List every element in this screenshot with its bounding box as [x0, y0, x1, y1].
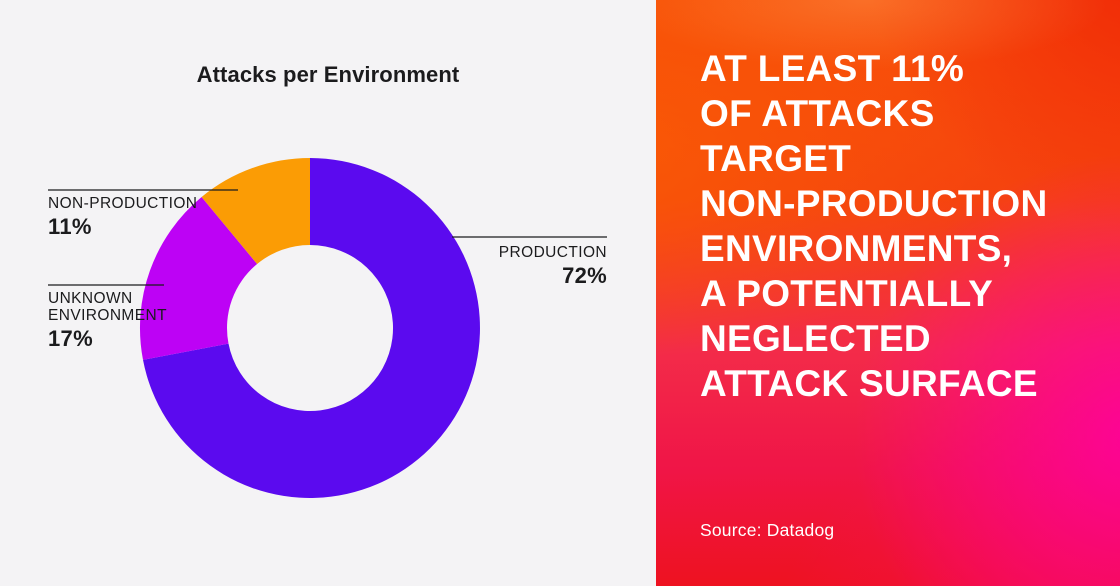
callout-label: PRODUCTION — [498, 244, 607, 261]
chart-title: Attacks per Environment — [196, 62, 460, 87]
donut-segment-non-production — [201, 157, 310, 264]
chart-pane: Attacks per Environment NON-PRODUCTION 1… — [0, 0, 656, 586]
callout-label: NON-PRODUCTION — [48, 195, 198, 212]
donut-chart — [48, 157, 607, 498]
headline-line: NON-PRODUCTION — [700, 183, 1048, 224]
headline-line: OF ATTACKS — [700, 93, 935, 134]
headline-pane: AT LEAST 11% OF ATTACKS TARGET NON-PRODU… — [656, 0, 1120, 586]
headline-line: NEGLECTED — [700, 318, 931, 359]
callout-value: 11% — [48, 214, 92, 239]
callout-label: UNKNOWN — [48, 290, 133, 307]
callout-label: ENVIRONMENT — [48, 307, 167, 324]
headline-line: TARGET — [700, 138, 852, 179]
headline-line: ENVIRONMENTS, — [700, 228, 1013, 269]
callout-value: 72% — [562, 263, 607, 288]
headline: AT LEAST 11% OF ATTACKS TARGET NON-PRODU… — [700, 46, 1086, 406]
callout-non-production: NON-PRODUCTION 11% — [48, 195, 197, 239]
donut-segment-unknown-environment — [139, 197, 258, 360]
source-attribution: Source: Datadog — [700, 520, 835, 540]
callout-unknown-environment: UNKNOWN ENVIRONMENT 17% — [48, 290, 167, 351]
callout-value: 17% — [48, 326, 93, 351]
callout-production: PRODUCTION 72% — [499, 244, 607, 288]
headline-line: A POTENTIALLY — [700, 273, 994, 314]
headline-line: AT LEAST 11% — [700, 48, 965, 89]
headline-line: ATTACK SURFACE — [700, 363, 1038, 404]
donut-segment-production — [143, 158, 480, 498]
